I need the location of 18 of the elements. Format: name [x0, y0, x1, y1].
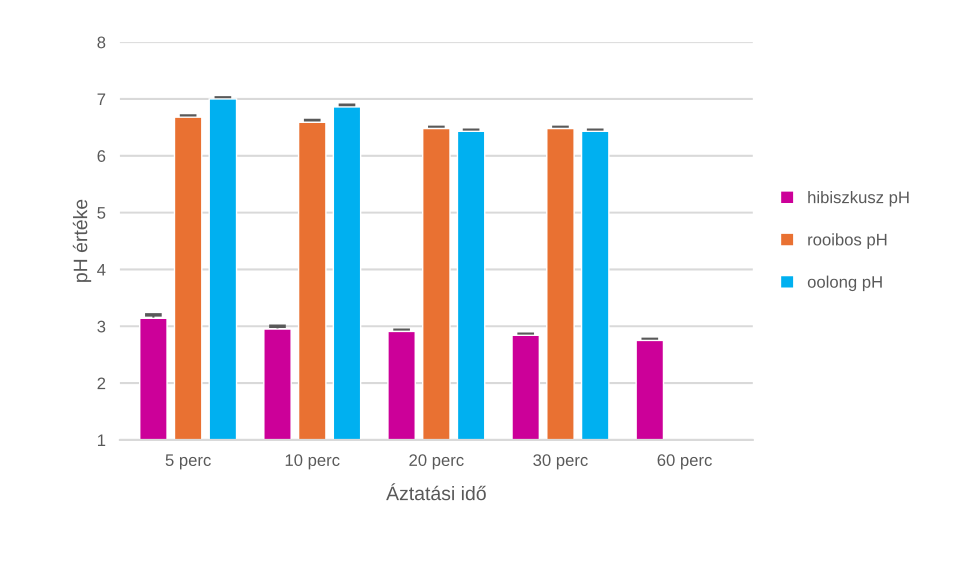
- legend-label: rooibos pH: [808, 233, 886, 249]
- y-tick-label: 5: [97, 207, 106, 219]
- x-tick-label: 60 perc: [658, 454, 712, 470]
- y-tick-label: 7: [98, 94, 106, 105]
- x-tick-label: 5 perc: [166, 454, 211, 470]
- legend-label: hibiszkusz pH: [808, 191, 909, 207]
- x-axis-title: Áztatási idő: [386, 483, 486, 500]
- y-tick-label: 3: [97, 320, 106, 332]
- y-tick-label: 4: [97, 264, 106, 276]
- y-tick-label: 8: [97, 36, 106, 48]
- y-tick-label: 6: [98, 150, 106, 162]
- y-axis-title: pH értéke: [72, 200, 92, 282]
- x-tick-label: 30 perc: [533, 454, 588, 470]
- x-tick-label: 20 perc: [409, 454, 464, 470]
- legend-label: oolong pH: [808, 276, 882, 292]
- x-tick-label: 10 perc: [286, 454, 340, 470]
- y-tick-label: 2: [98, 377, 106, 390]
- y-tick-label: 1: [98, 434, 106, 446]
